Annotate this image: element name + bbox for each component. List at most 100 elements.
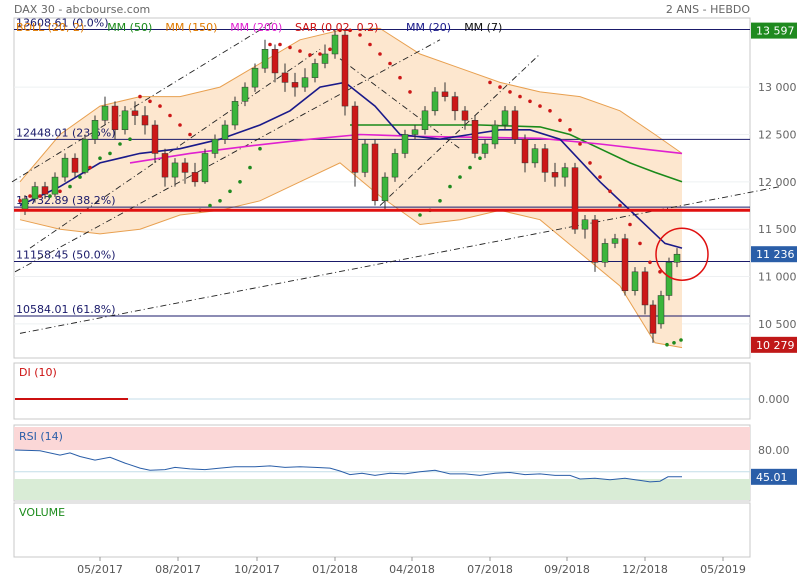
x-tick-label: 07/2018	[467, 563, 513, 576]
sar-dot	[608, 189, 612, 194]
sar-dot	[168, 113, 172, 118]
channel-lower-1	[14, 39, 441, 273]
candle-body	[501, 110, 509, 126]
candle-body	[421, 110, 429, 131]
di-tick-label: 0.000	[758, 393, 790, 406]
candle-body	[231, 101, 239, 126]
candle-body	[561, 167, 569, 178]
sar-dot	[408, 90, 412, 94]
sar-dot	[98, 156, 102, 160]
candle-body	[71, 157, 79, 173]
candle-body	[491, 124, 499, 145]
sar-dot	[228, 189, 232, 194]
sar-dot	[358, 33, 362, 37]
price-tick-label: 10 500	[758, 318, 797, 331]
price-tick-label: 13 000	[758, 81, 797, 94]
price-badge-label: 13 597	[756, 25, 795, 38]
candle-body	[381, 176, 389, 202]
instrument-title: DAX 30 - abcbourse.com	[14, 3, 150, 16]
x-tick-label: 04/2018	[389, 563, 435, 576]
candle-body	[481, 143, 489, 154]
sar-dot	[158, 104, 162, 108]
candle-body	[591, 219, 599, 263]
candle-body	[161, 153, 169, 178]
candle-body	[271, 49, 279, 74]
sar-dot	[278, 42, 282, 47]
sar-dot	[208, 203, 212, 208]
candle-body	[41, 186, 49, 195]
candle-body	[221, 124, 229, 140]
candle-body	[131, 110, 139, 116]
legend-entry-6: MM (7)	[464, 21, 502, 34]
sar-dot	[88, 165, 92, 170]
candle-body	[171, 162, 179, 178]
sar-dot	[648, 260, 652, 265]
candle-body	[451, 96, 459, 112]
rsi-oversold-zone	[14, 479, 750, 500]
sar-dot	[568, 128, 572, 132]
x-tick-label: 10/2017	[234, 563, 280, 576]
rsi-value-label: 45.01	[756, 471, 788, 484]
candle-body	[121, 110, 129, 131]
x-tick-label: 12/2018	[622, 563, 668, 576]
rsi-title: RSI (14)	[19, 430, 63, 443]
price-badge	[751, 22, 797, 39]
candle-body	[401, 134, 409, 154]
sar-dot	[508, 90, 512, 94]
sar-dot	[518, 94, 522, 99]
candle-body	[571, 167, 579, 230]
sar-dot	[548, 109, 552, 113]
candle-body	[211, 138, 219, 154]
sar-dot	[348, 28, 352, 33]
sar-dot	[188, 132, 192, 137]
fib-label: 13608.61 (0.0%)	[16, 16, 109, 29]
sar-dot	[368, 42, 372, 47]
candle-body	[621, 238, 629, 292]
candle-body	[631, 271, 639, 292]
sar-dot	[68, 184, 72, 189]
sar-dot	[679, 338, 683, 342]
di-title: DI (10)	[19, 366, 57, 379]
candle-body	[641, 271, 649, 306]
sar-dot	[318, 52, 322, 56]
candle-body	[61, 157, 69, 178]
candle-body	[151, 124, 159, 154]
candle-body	[51, 176, 59, 195]
candle-body	[91, 120, 99, 140]
candle-body	[241, 86, 249, 102]
bollinger-lower-line	[19, 162, 683, 349]
candle-body	[351, 105, 359, 173]
sar-dot	[328, 47, 332, 52]
sar-dot	[618, 203, 622, 208]
volume-panel	[13, 502, 751, 558]
candle-body	[581, 219, 589, 230]
sar-dot	[108, 151, 112, 156]
sar-dot	[78, 175, 82, 179]
x-tick-label: 05/2019	[700, 563, 746, 576]
sar-dot	[488, 80, 492, 85]
candle-body	[361, 143, 369, 173]
candle-body	[291, 82, 299, 88]
sar-dot	[378, 52, 382, 56]
candle-body	[331, 34, 339, 55]
sar-dot	[558, 118, 562, 123]
sar-dot	[218, 199, 222, 203]
price-tick-label: 12 000	[758, 176, 797, 189]
sar-dot	[288, 45, 292, 50]
candle-body	[181, 162, 189, 173]
candle-body	[141, 115, 149, 126]
price-tick-label: 11 000	[758, 271, 797, 284]
price-badge	[751, 246, 797, 263]
price-badge	[751, 336, 797, 353]
candle-body	[511, 110, 519, 140]
price-badge-label: 11 236	[756, 248, 795, 261]
legend-entry-0: BOLL (20, 2)	[16, 21, 84, 34]
sar-dot	[268, 42, 272, 47]
sar-dot	[308, 53, 312, 57]
sar-dot	[598, 175, 602, 179]
sar-dot	[38, 194, 42, 198]
sar-dot	[658, 270, 662, 274]
candle-body	[411, 129, 419, 135]
candle-body	[261, 49, 269, 69]
